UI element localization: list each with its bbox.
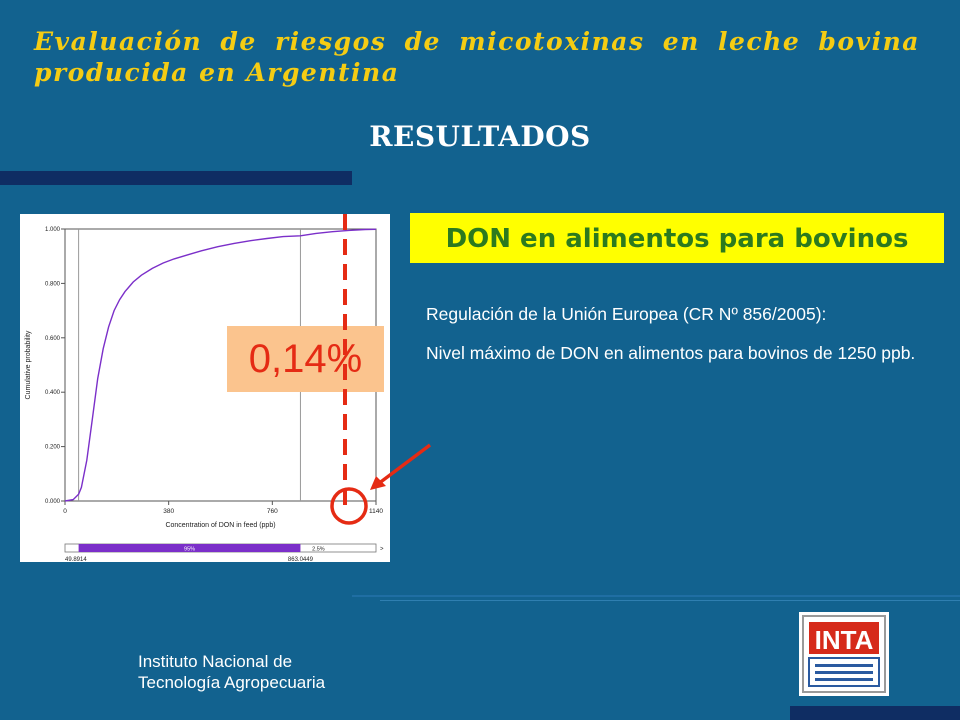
- section-title: RESULTADOS: [369, 120, 591, 153]
- don-heading: DON en alimentos para bovinos: [410, 213, 944, 263]
- highlight-circle: [330, 487, 368, 525]
- x-tick-label: 380: [163, 508, 174, 515]
- footer-accent-bar: [790, 706, 960, 720]
- title-line-2: producida en Argentina: [34, 58, 400, 87]
- x-tick-label: 760: [267, 508, 278, 515]
- footer-divider-line-2: [380, 600, 960, 601]
- percentile-arrow: >: [380, 547, 384, 553]
- slide-title: Evaluación de riesgos de micotoxinas en …: [34, 26, 920, 88]
- body-text: Regulación de la Unión Europea (CR Nº 85…: [426, 302, 936, 380]
- percentile-upper-value: 863.0449: [288, 557, 314, 562]
- regulation-text: Regulación de la Unión Europea (CR Nº 85…: [426, 304, 827, 324]
- percentile-right-label: 2.5%: [312, 547, 325, 553]
- inta-logo: INTA: [799, 612, 889, 696]
- y-tick-label: 0.200: [45, 445, 61, 451]
- y-tick-label: 0.800: [45, 281, 61, 287]
- title-line-1: Evaluación de riesgos de micotoxinas en …: [34, 27, 920, 56]
- probability-callout: 0,14%: [227, 326, 384, 392]
- y-tick-label: 1.000: [45, 227, 61, 233]
- max-level-text: Nivel máximo de DON en alimentos para bo…: [426, 343, 916, 363]
- x-axis-label: Concentration of DON in feed (ppb): [165, 522, 275, 529]
- y-tick-label: 0.400: [45, 390, 61, 396]
- pointer-arrow-head: [370, 476, 386, 490]
- chart-svg: 0.000 0.200 0.400 0.600 0.800 1.000 0 380 760 114…: [25, 227, 384, 563]
- percentile-inner-label: 95%: [184, 547, 195, 553]
- percentile-bar-fill: [78, 544, 301, 552]
- x-tick-label: 0: [63, 508, 67, 515]
- institution-name: Instituto Nacional de Tecnología Agropec…: [138, 651, 325, 693]
- x-tick-label: 1140: [369, 508, 383, 515]
- percentile-lower-value: 49.8914: [65, 557, 87, 562]
- cumulative-curve: [64, 228, 377, 502]
- y-axis-label: Cumulative probability: [25, 330, 32, 399]
- footer-divider-lines: [352, 595, 960, 597]
- header-accent-bar: [0, 171, 352, 185]
- y-tick-label: 0.000: [45, 499, 61, 505]
- logo-text: INTA: [815, 625, 874, 655]
- institution-line-1: Instituto Nacional de: [138, 652, 293, 671]
- pointer-arrow: [376, 443, 432, 486]
- institution-line-2: Tecnología Agropecuaria: [138, 673, 326, 692]
- y-tick-label: 0.600: [45, 336, 61, 342]
